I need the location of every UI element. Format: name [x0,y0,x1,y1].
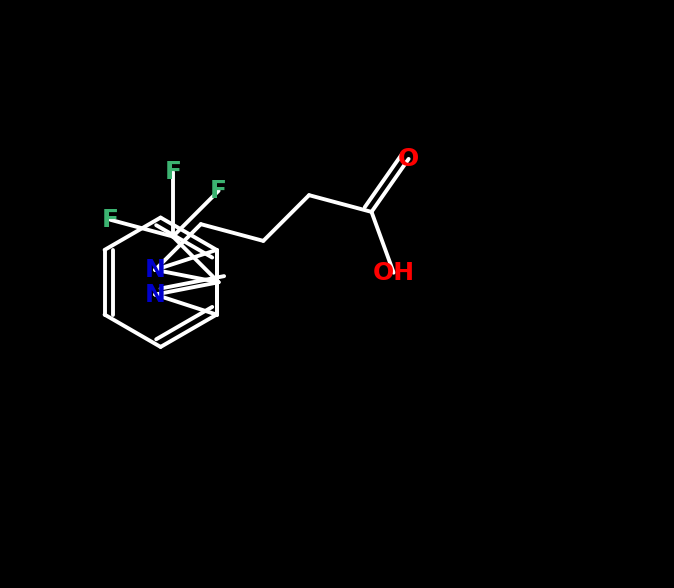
Text: F: F [210,179,227,203]
Text: O: O [398,147,419,171]
Text: F: F [164,160,181,184]
Text: N: N [145,283,166,306]
Text: OH: OH [373,260,415,285]
Text: F: F [102,208,119,232]
Text: N: N [145,258,166,282]
